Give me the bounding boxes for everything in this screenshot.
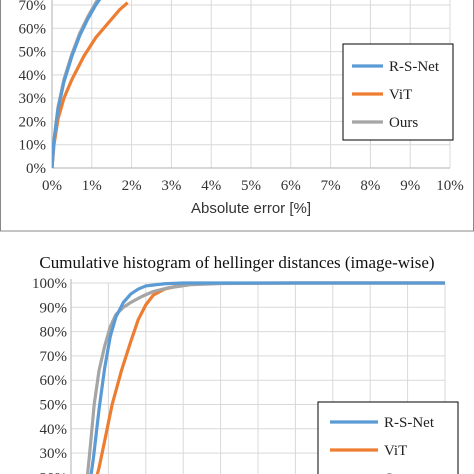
chart1-legend-label: R-S-Net (389, 59, 440, 75)
chart1-legend-label: ViT (389, 87, 412, 103)
chart1-x-tick-label: 7% (321, 178, 341, 194)
chart1-x-tick-label: 0% (42, 178, 62, 194)
chart2-title: Cumulative histogram of hellinger distan… (39, 253, 434, 272)
chart1-y-tick-label: 60% (19, 21, 47, 37)
chart2-legend-label: Ours (384, 471, 413, 474)
chart2-y-tick-label: 40% (40, 422, 68, 438)
chart1-x-tick-label: 9% (400, 178, 420, 194)
chart1-legend-label: Ours (389, 115, 418, 131)
chart2-legend (317, 401, 459, 474)
chart1-x-tick-label: 1% (82, 178, 102, 194)
chart2-y-tick-label: 50% (40, 398, 68, 414)
chart2-y-tick-label: 30% (40, 446, 68, 462)
chart1-x-tick-label: 5% (241, 178, 261, 194)
chart2-legend-label: R-S-Net (384, 415, 435, 431)
chart2-y-tick-label: 20% (40, 470, 68, 474)
chart2-y-tick-label: 90% (40, 300, 68, 316)
chart2-y-tick-label: 70% (40, 349, 68, 365)
chart1-y-tick-label: 20% (19, 114, 47, 130)
chart1-x-axis-title: Absolute error [%] (191, 200, 311, 217)
chart1-x-tick-label: 2% (122, 178, 142, 194)
chart1-x-tick-label: 4% (201, 178, 221, 194)
chart1-y-tick-label: 40% (19, 68, 47, 84)
chart1-x-tick-label: 8% (360, 178, 380, 194)
chart1-x-tick-label: 10% (436, 178, 464, 194)
chart1-x-tick-label: 6% (281, 178, 301, 194)
chart2-y-tick-label: 100% (32, 276, 67, 292)
chart2-series-r-s-net (89, 281, 445, 474)
chart1-legend (342, 43, 454, 141)
chart-1 (51, 0, 454, 169)
chart1-y-tick-label: 0% (26, 161, 46, 177)
chart-2 (70, 279, 459, 474)
chart2-y-tick-label: 60% (40, 373, 68, 389)
chart1-y-tick-label: 50% (19, 45, 47, 61)
chart1-y-tick-label: 10% (19, 138, 47, 154)
chart2-y-tick-label: 80% (40, 325, 68, 341)
chart1-legend-box (342, 43, 454, 141)
chart2-legend-box (317, 401, 459, 474)
chart1-y-tick-label: 70% (19, 0, 47, 14)
chart1-series-ours (52, 0, 100, 168)
chart1-series-r-s-net (52, 0, 102, 168)
chart2-legend-label: ViT (384, 443, 407, 459)
chart1-y-tick-label: 30% (19, 91, 47, 107)
chart1-x-tick-label: 3% (161, 178, 181, 194)
